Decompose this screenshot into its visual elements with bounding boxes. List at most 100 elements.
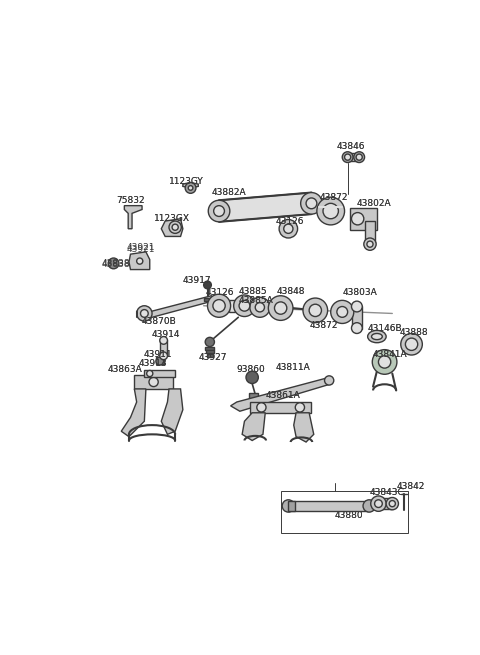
Circle shape — [246, 371, 258, 384]
Text: 43914: 43914 — [152, 329, 180, 339]
Circle shape — [239, 301, 250, 311]
Circle shape — [185, 183, 196, 193]
Circle shape — [208, 200, 230, 222]
Circle shape — [268, 296, 293, 320]
Ellipse shape — [368, 330, 386, 343]
Text: 43848: 43848 — [277, 288, 305, 297]
Text: 43126: 43126 — [206, 288, 234, 297]
Circle shape — [160, 337, 168, 345]
Circle shape — [141, 310, 148, 317]
Circle shape — [354, 152, 365, 162]
Bar — [134, 375, 173, 389]
Circle shape — [351, 301, 362, 312]
Text: 43913: 43913 — [138, 359, 167, 368]
Text: 43843C: 43843C — [369, 489, 404, 497]
Text: 43803A: 43803A — [342, 288, 377, 297]
Polygon shape — [137, 296, 215, 317]
Text: 43841A: 43841A — [373, 350, 408, 359]
Text: 43838: 43838 — [101, 259, 130, 268]
Text: 75832: 75832 — [117, 196, 145, 205]
Bar — [348, 153, 359, 161]
Text: 43885A: 43885A — [238, 296, 273, 305]
Polygon shape — [219, 193, 312, 222]
Polygon shape — [294, 413, 314, 442]
Circle shape — [169, 221, 181, 233]
Text: 43885: 43885 — [238, 288, 267, 297]
Text: 43921: 43921 — [127, 245, 155, 254]
Polygon shape — [129, 252, 150, 270]
Circle shape — [108, 258, 119, 269]
Circle shape — [389, 500, 396, 507]
Text: 43803A: 43803A — [342, 288, 377, 297]
Text: 43846: 43846 — [337, 142, 365, 151]
Text: 43842: 43842 — [396, 482, 424, 491]
Circle shape — [406, 338, 418, 350]
Text: 43863A: 43863A — [108, 365, 142, 374]
Circle shape — [345, 154, 351, 160]
Text: 43917: 43917 — [183, 276, 212, 285]
Bar — [288, 500, 295, 512]
Circle shape — [282, 500, 295, 512]
Bar — [229, 299, 235, 312]
Bar — [249, 393, 258, 400]
Circle shape — [378, 356, 391, 368]
Text: 43885: 43885 — [238, 288, 267, 297]
Polygon shape — [124, 206, 142, 229]
Circle shape — [160, 352, 168, 360]
Circle shape — [337, 307, 348, 317]
Text: 1123GY: 1123GY — [169, 176, 204, 185]
Circle shape — [234, 295, 255, 316]
Circle shape — [374, 500, 382, 508]
Circle shape — [147, 371, 153, 377]
Text: 43888: 43888 — [400, 328, 429, 337]
Text: 43861A: 43861A — [265, 391, 300, 400]
Bar — [250, 402, 312, 413]
Text: 43872: 43872 — [319, 193, 348, 202]
Circle shape — [351, 213, 364, 225]
Circle shape — [137, 306, 152, 321]
Bar — [206, 350, 214, 353]
Circle shape — [295, 403, 304, 412]
Bar — [350, 208, 377, 229]
Text: 43811A: 43811A — [275, 363, 310, 372]
Text: 43882A: 43882A — [211, 188, 246, 197]
Circle shape — [367, 241, 373, 247]
Text: 43885A: 43885A — [238, 296, 273, 305]
Circle shape — [317, 197, 345, 225]
Circle shape — [207, 294, 230, 317]
Text: 43843C: 43843C — [369, 489, 404, 497]
Circle shape — [149, 377, 158, 386]
Polygon shape — [161, 389, 183, 434]
Text: 43917: 43917 — [183, 276, 212, 285]
Text: 43914: 43914 — [152, 329, 180, 339]
Circle shape — [172, 224, 178, 231]
Circle shape — [284, 224, 293, 233]
Text: 43126: 43126 — [206, 288, 234, 297]
Circle shape — [371, 496, 386, 512]
Circle shape — [137, 258, 143, 264]
Text: 43911: 43911 — [144, 350, 172, 359]
Text: 93860: 93860 — [237, 365, 265, 374]
Bar — [207, 354, 213, 356]
Circle shape — [250, 297, 270, 317]
Text: 43126: 43126 — [275, 217, 304, 225]
Circle shape — [356, 154, 362, 160]
Text: 43848: 43848 — [277, 288, 305, 297]
Text: 43802A: 43802A — [356, 199, 391, 208]
Circle shape — [255, 303, 264, 312]
Text: 43888: 43888 — [400, 328, 429, 337]
Text: 93860: 93860 — [237, 365, 265, 374]
Bar — [288, 500, 369, 512]
Text: 43913: 43913 — [138, 359, 167, 368]
Text: 43841A: 43841A — [373, 350, 408, 359]
Circle shape — [306, 198, 317, 209]
Circle shape — [188, 185, 193, 190]
Circle shape — [204, 281, 211, 289]
Circle shape — [331, 301, 354, 324]
Text: 43861A: 43861A — [265, 391, 300, 400]
Circle shape — [372, 350, 397, 374]
Bar — [205, 346, 215, 350]
Circle shape — [275, 302, 287, 314]
Polygon shape — [183, 183, 198, 188]
Text: 43880: 43880 — [335, 512, 363, 521]
